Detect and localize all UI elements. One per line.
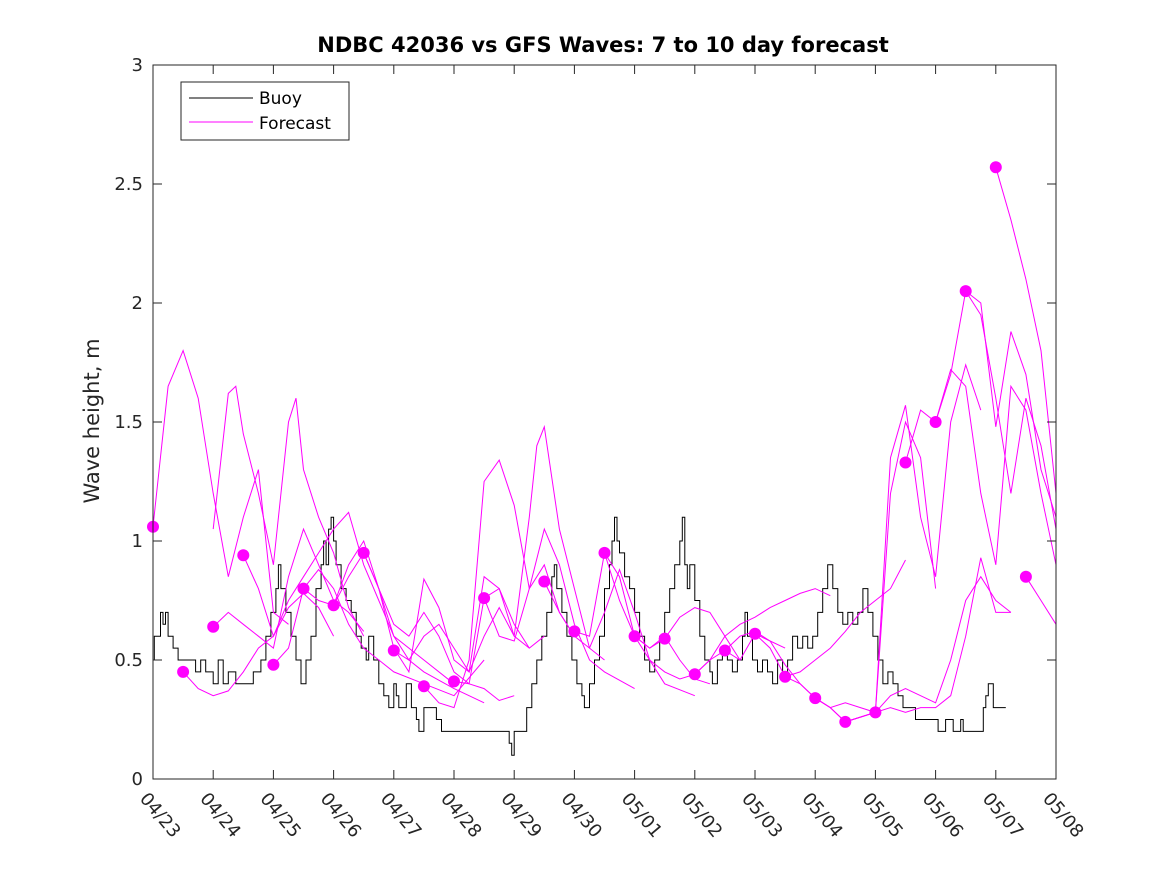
y-tick-label: 2 bbox=[132, 293, 143, 314]
forecast-marker bbox=[899, 456, 912, 469]
forecast-series bbox=[152, 167, 1057, 723]
forecast-marker bbox=[869, 706, 882, 719]
legend: Buoy Forecast bbox=[180, 81, 350, 141]
plot-area bbox=[147, 64, 1057, 780]
forecast-marker bbox=[207, 620, 220, 633]
forecast-marker bbox=[839, 715, 852, 728]
forecast-run-line bbox=[212, 385, 365, 637]
forecast-run-line bbox=[935, 290, 1057, 518]
forecast-markers bbox=[147, 161, 1032, 728]
y-tick-label: 1 bbox=[132, 531, 143, 552]
forecast-marker bbox=[989, 161, 1002, 174]
forecast-marker bbox=[688, 668, 701, 681]
forecast-marker bbox=[417, 680, 430, 693]
forecast-run-line bbox=[875, 575, 1012, 713]
forecast-run-line bbox=[543, 568, 695, 697]
forecast-marker bbox=[1019, 570, 1032, 583]
forecast-marker bbox=[718, 644, 731, 657]
forecast-run-line bbox=[182, 592, 335, 697]
forecast-marker bbox=[809, 692, 822, 705]
forecast-marker bbox=[478, 592, 491, 605]
forecast-marker bbox=[929, 416, 942, 428]
forecast-marker bbox=[448, 675, 460, 688]
legend-buoy-label: Buoy bbox=[259, 89, 302, 109]
forecast-marker bbox=[177, 665, 190, 678]
forecast-run-line bbox=[152, 349, 289, 625]
forecast-marker bbox=[749, 627, 761, 640]
forecast-marker bbox=[267, 658, 280, 671]
forecast-marker bbox=[538, 575, 551, 588]
forecast-marker bbox=[237, 549, 250, 562]
forecast-run-line bbox=[363, 552, 530, 674]
forecast-marker bbox=[387, 644, 400, 657]
buoy-line bbox=[153, 516, 1006, 756]
chart-title: NDBC 42036 vs GFS Waves: 7 to 10 day for… bbox=[317, 33, 888, 57]
y-tick-label: 0 bbox=[132, 769, 143, 790]
forecast-run-line bbox=[393, 575, 545, 674]
forecast-run-line bbox=[1025, 576, 1057, 625]
forecast-marker bbox=[959, 285, 972, 298]
y-axis-label: Wave height, m bbox=[80, 338, 104, 503]
forecast-run-line bbox=[694, 588, 831, 675]
buoy-series bbox=[153, 516, 1006, 756]
y-tick-label: 2.5 bbox=[114, 174, 143, 195]
legend-forecast-label: Forecast bbox=[259, 114, 331, 134]
forecast-marker bbox=[598, 546, 611, 559]
y-tick-label: 0.5 bbox=[114, 650, 143, 671]
forecast-run-line bbox=[965, 290, 1057, 530]
forecast-marker bbox=[779, 670, 792, 683]
forecast-run-line bbox=[784, 420, 937, 714]
forecast-run-line bbox=[995, 167, 1057, 494]
forecast-run-line bbox=[483, 527, 635, 690]
forecast-marker bbox=[658, 632, 671, 645]
forecast-run-line bbox=[604, 552, 741, 661]
forecast-run-line bbox=[754, 559, 906, 678]
forecast-marker bbox=[628, 630, 641, 643]
forecast-run-line bbox=[905, 368, 1057, 565]
forecast-marker bbox=[297, 582, 310, 595]
forecast-run-line bbox=[453, 424, 605, 685]
legend-box bbox=[180, 81, 350, 141]
y-tick-label: 1.5 bbox=[114, 412, 143, 433]
forecast-marker bbox=[357, 546, 370, 559]
y-axis-ticks: 0 0.5 1 1.5 2 2.5 3 bbox=[114, 55, 1056, 790]
y-tick-label: 3 bbox=[132, 55, 143, 76]
forecast-marker bbox=[327, 599, 340, 612]
forecast-marker bbox=[568, 625, 581, 638]
